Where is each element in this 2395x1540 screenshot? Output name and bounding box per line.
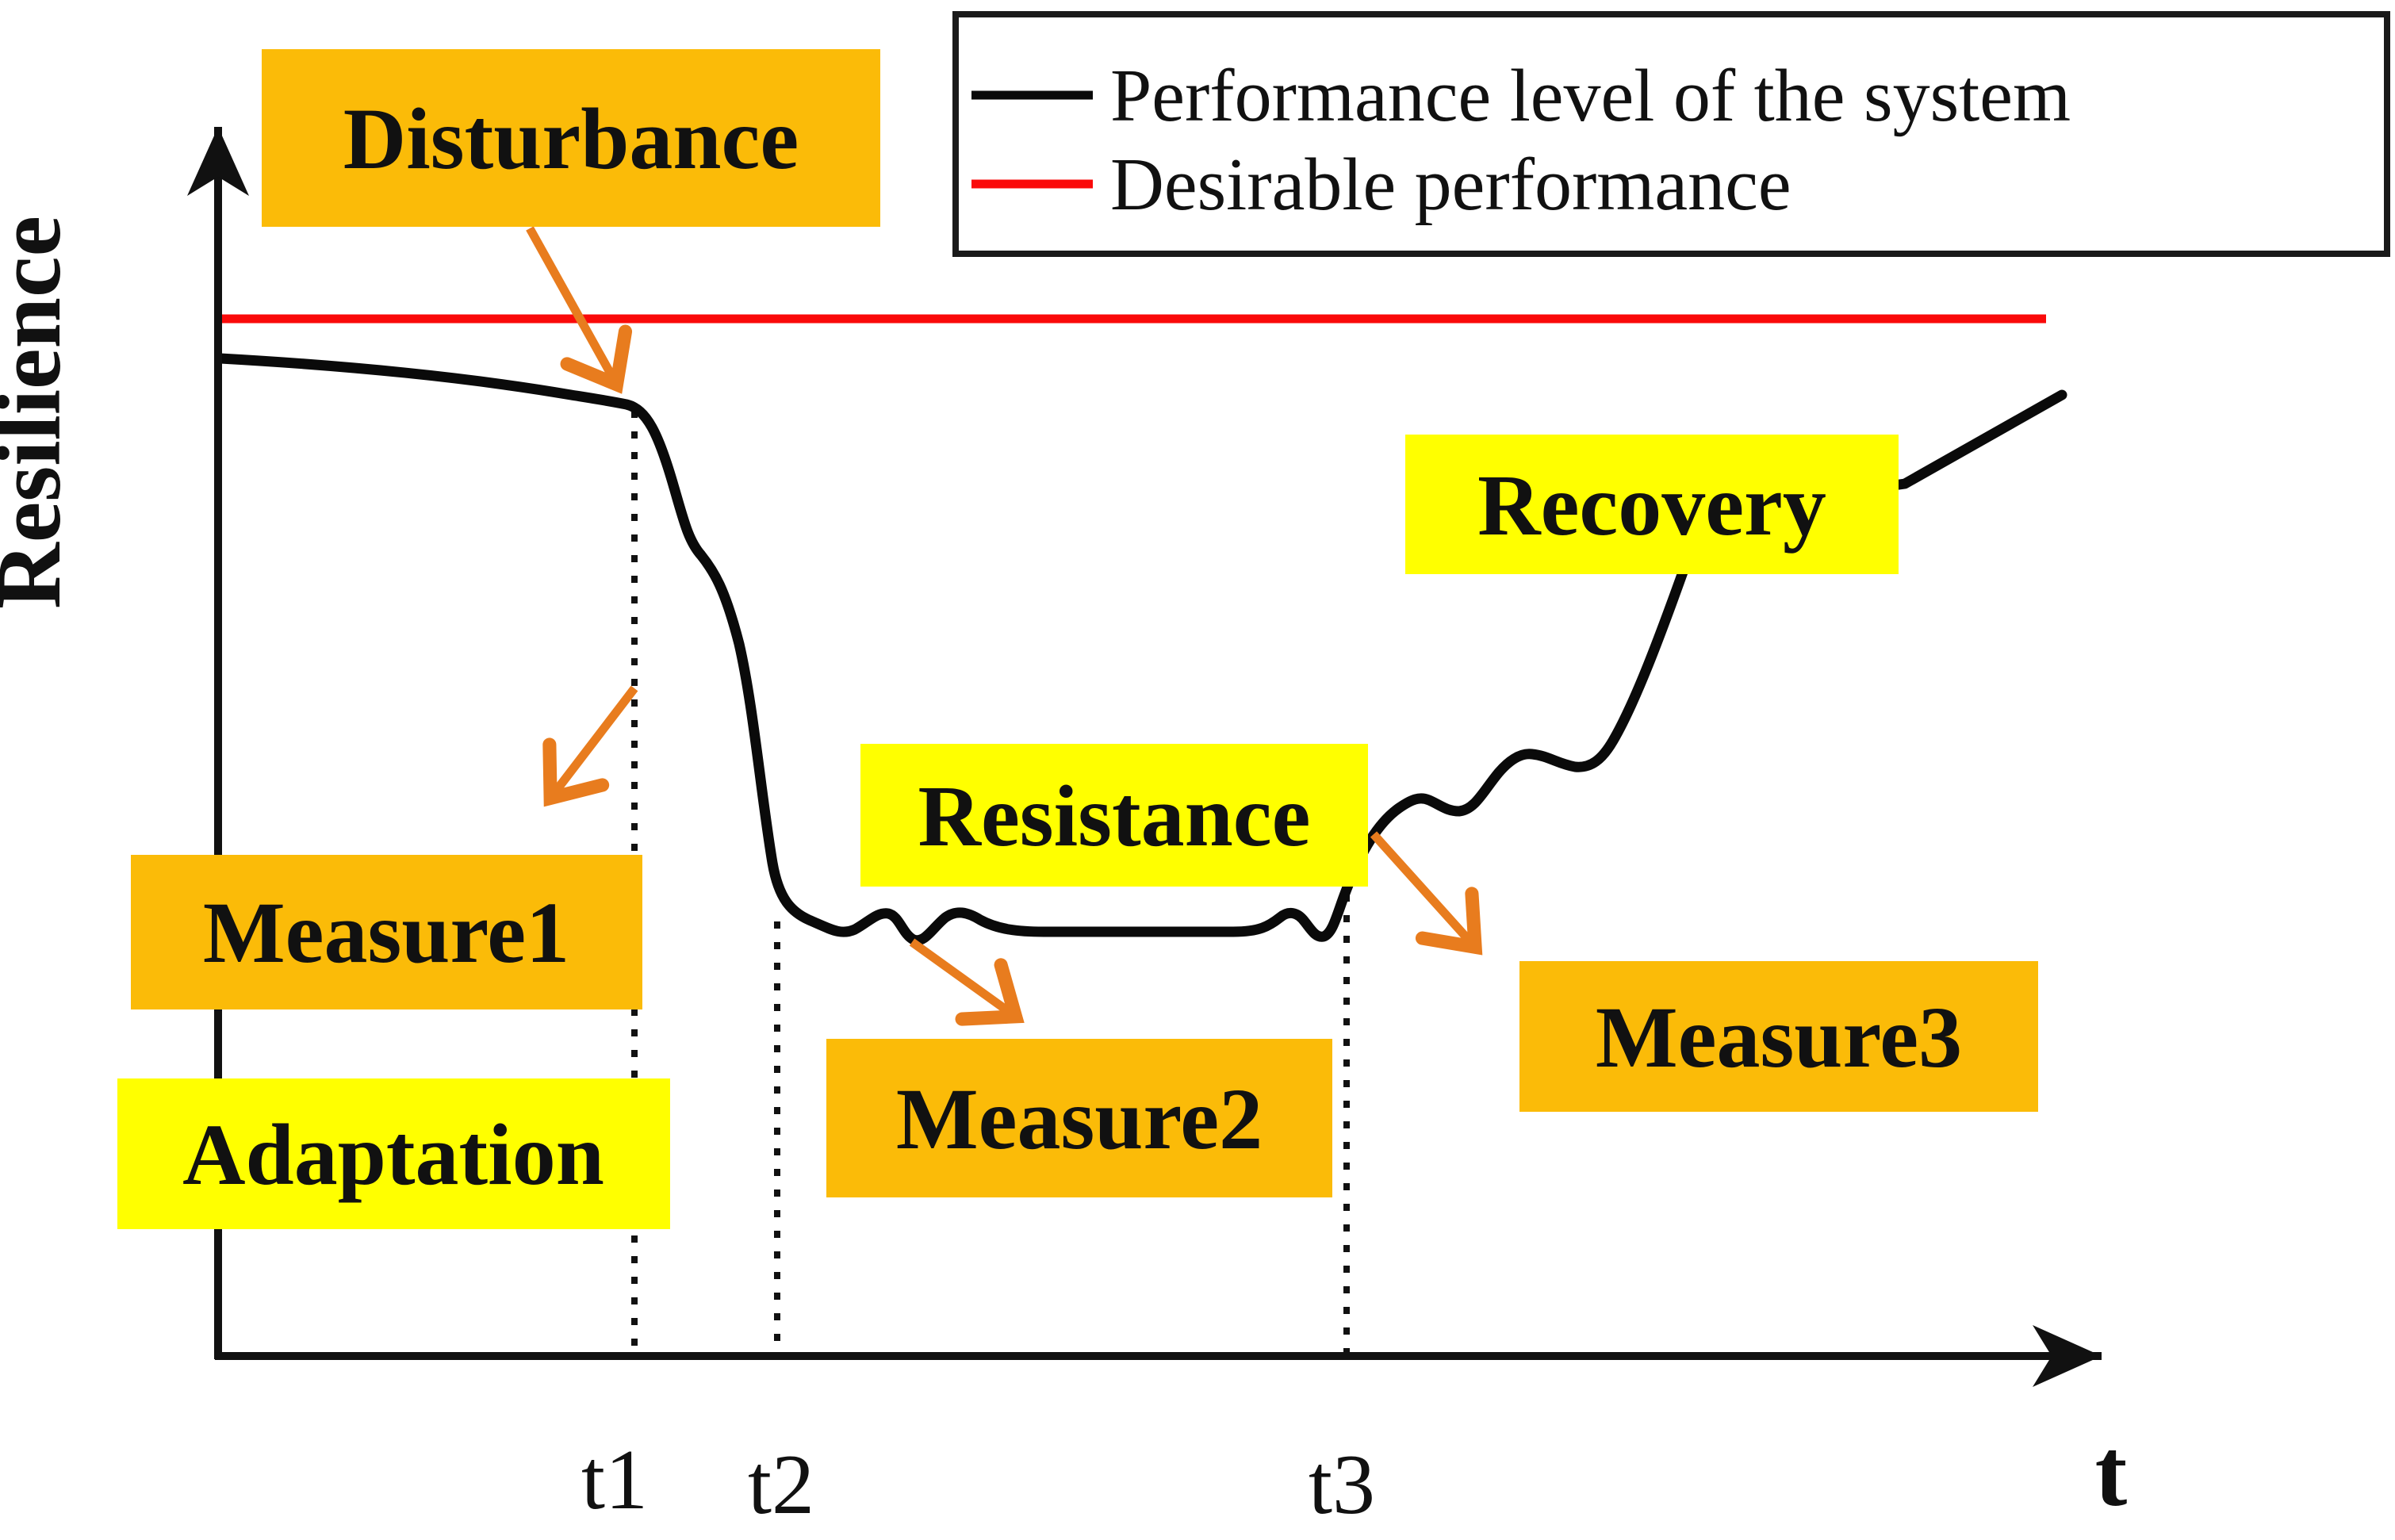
resistance-annotation: Resistance [860,744,1368,887]
legend-desirable-label: Desirable performance [1110,144,1791,226]
measure1-arrow [542,685,638,807]
measure3-box [1519,961,2038,1112]
measure1-annotation: Measure1 [131,855,642,1009]
recovery-box [1405,435,1899,574]
legend: Performance level of the system Desirabl… [952,11,2390,257]
tick-label-t2: t2 [748,1438,814,1532]
adaptation-box [117,1078,670,1229]
measure1-box [131,855,642,1009]
measure3-arrow [1370,831,1483,956]
adaptation-label: Adaptation [182,1106,604,1203]
y-axis-label: Resilience [0,216,80,609]
legend-box [952,11,2390,257]
resistance-label: Resistance [918,768,1311,864]
measure3-annotation: Measure3 [1519,961,2038,1112]
measure1-label: Measure1 [203,884,569,981]
measure2-annotation: Measure2 [826,1039,1332,1197]
measure2-box [826,1039,1332,1197]
disturbance-arrow [526,226,633,394]
performance-curve [215,353,2067,946]
measure3-label: Measure3 [1596,989,1962,1086]
measure2-label: Measure2 [896,1071,1263,1167]
measure2-arrow [909,938,1025,1026]
x-axis-label: t [2095,1419,2128,1527]
disturbance-box [262,49,880,227]
tick-label-t3: t3 [1309,1438,1375,1532]
resistance-box [860,744,1368,887]
legend-performance-label: Performance level of the system [1110,55,2071,137]
tick-label-t1: t1 [581,1433,648,1527]
disturbance-label: Disturbance [343,90,799,187]
disturbance-annotation: Disturbance [262,49,880,227]
adaptation-annotation: Adaptation [117,1078,670,1229]
recovery-annotation: Recovery [1405,435,1899,574]
recovery-label: Recovery [1477,457,1826,554]
